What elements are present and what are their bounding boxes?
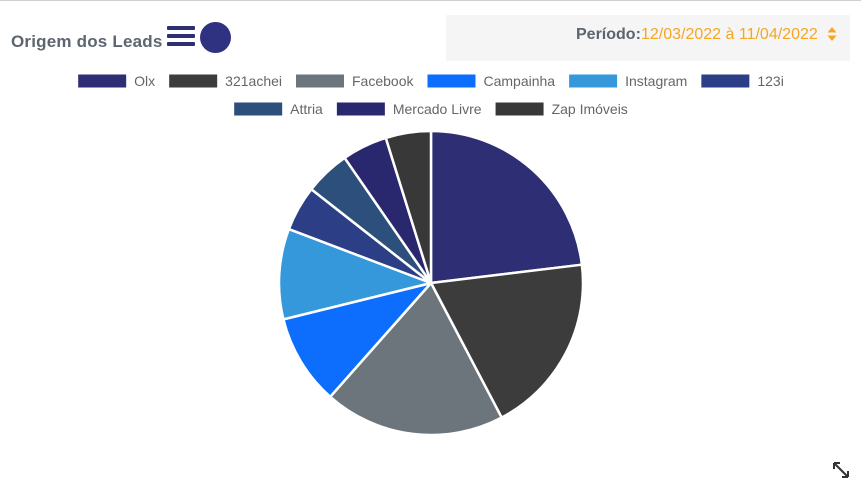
expand-icon[interactable] [832,461,850,479]
legend-item-campainha[interactable]: Campainha [427,73,555,89]
period-selector[interactable]: Período: 12/03/2022 à 11/04/2022 [446,15,850,61]
circle-icon[interactable] [200,22,231,53]
legend-label: Olx [134,73,155,89]
legend-swatch [78,74,127,88]
legend-label: Attria [290,101,323,117]
legend-label: Mercado Livre [393,101,482,117]
legend-label: 123i [757,73,783,89]
legend-item-123i[interactable]: 123i [701,73,784,89]
legend-swatch [427,74,476,88]
pie-slice-zap-imoveis[interactable] [384,129,433,285]
legend-item-zap-imoveis[interactable]: Zap Imóveis [495,101,628,117]
legend-swatch [234,102,283,116]
legend-item-facebook[interactable]: Facebook [296,73,414,89]
pie-chart: Olx 321achei Facebook Campainha Instagram 123… [78,73,784,437]
legend-label: Campainha [483,73,555,89]
top-divider [0,0,861,1]
pie-slice-facebook[interactable] [328,281,503,437]
legend-swatch [569,74,618,88]
legend-swatch [169,74,218,88]
period-value[interactable]: 12/03/2022 à 11/04/2022 [641,26,818,43]
sort-up-down-icon[interactable] [827,26,837,42]
hamburger-menu-icon[interactable] [167,24,195,48]
pie-slice-olx[interactable] [429,129,584,285]
legend-swatch [701,74,750,88]
legend-item-olx[interactable]: Olx [78,73,155,89]
legend-item-mercado-livre[interactable]: Mercado Livre [336,101,482,117]
legend-label: Facebook [352,73,414,89]
page-title: Origem dos Leads [11,32,163,51]
legend-label: Instagram [625,73,687,89]
pie-slice-321achei[interactable] [429,263,585,419]
legend-swatch [495,102,544,116]
legend-item-321achei[interactable]: 321achei [169,73,282,89]
legend-label: 321achei [225,73,282,89]
period-label: Período: [576,26,641,43]
legend-swatch [296,74,345,88]
legend-swatch [336,102,385,116]
pie-slice-instagram[interactable] [277,227,433,321]
legend-item-attria[interactable]: Attria [234,101,323,117]
legend-item-instagram[interactable]: Instagram [569,73,687,89]
legend-label: Zap Imóveis [552,101,628,117]
